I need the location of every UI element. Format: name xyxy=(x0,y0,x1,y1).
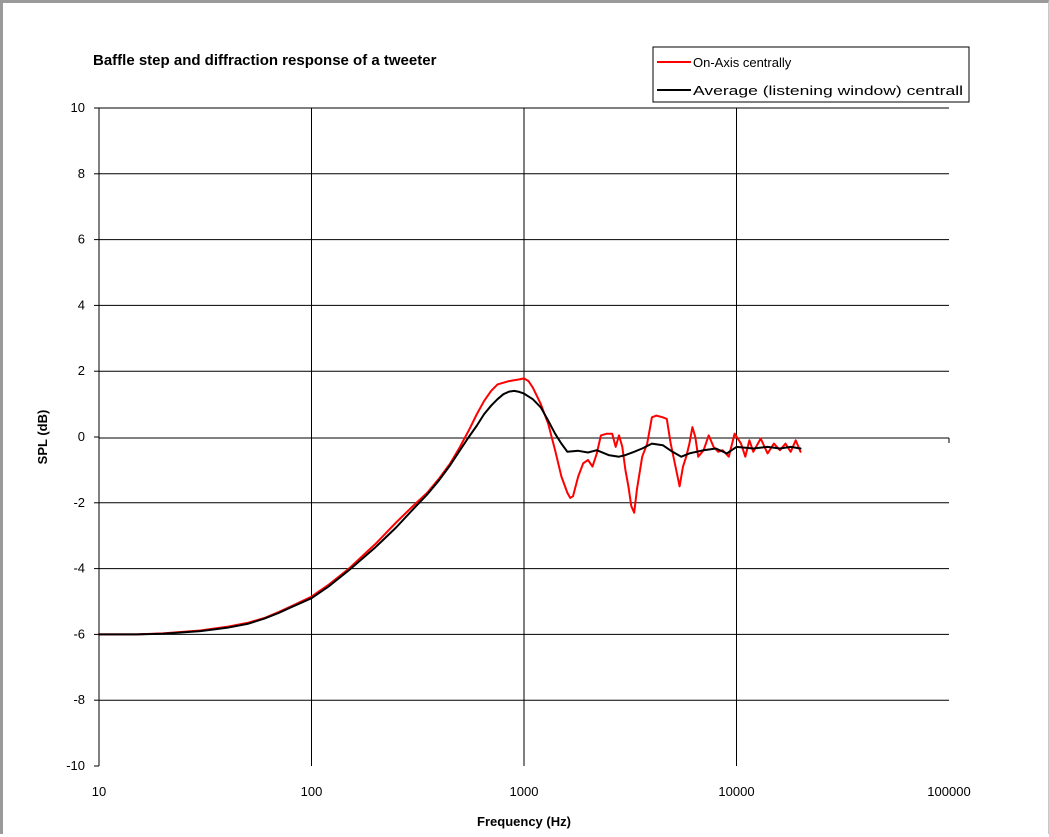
x-tick-label-2: 1000 xyxy=(510,784,539,799)
y-tick-label-1: -8 xyxy=(73,692,85,707)
y-tick-label-2: -6 xyxy=(73,626,85,641)
y-axis-label: SPL (dB) xyxy=(35,410,50,465)
x-tick-label-0: 10 xyxy=(92,784,106,799)
legend-box xyxy=(652,46,970,103)
x-tick-label-1: 100 xyxy=(301,784,323,799)
legend-label-average: Average (listening window) centrall xyxy=(693,83,963,98)
grid-lines xyxy=(94,107,950,767)
x-tick-label-3: 10000 xyxy=(718,784,754,799)
y-tick-label-5: 0 xyxy=(78,429,85,444)
chart-title: Baffle step and diffraction response of … xyxy=(93,52,437,69)
series-lines xyxy=(98,377,802,636)
series-line-0 xyxy=(98,377,802,636)
y-tick-label-0: -10 xyxy=(66,758,85,773)
y-tick-label-8: 6 xyxy=(78,232,85,247)
series-line-1 xyxy=(98,389,802,636)
y-tick-label-9: 8 xyxy=(78,166,85,181)
x-tick-label-4: 100000 xyxy=(927,784,970,799)
legend-label-on-axis: On-Axis centrally xyxy=(693,55,792,70)
y-tick-label-3: -4 xyxy=(73,561,85,576)
y-tick-label-4: -2 xyxy=(73,495,85,510)
y-tick-label-6: 2 xyxy=(78,363,85,378)
y-tick-label-10: 10 xyxy=(71,100,85,115)
x-tick-labels: 10 100 1000 10000 100000 xyxy=(92,784,971,799)
axes xyxy=(98,108,949,766)
legend: On-Axis centrally Average (listening win… xyxy=(652,46,970,103)
x-axis-label: Frequency (Hz) xyxy=(477,814,571,829)
y-tick-labels: -10 -8 -6 -4 -2 0 2 4 6 8 10 xyxy=(66,100,85,773)
y-tick-label-7: 4 xyxy=(78,297,85,312)
